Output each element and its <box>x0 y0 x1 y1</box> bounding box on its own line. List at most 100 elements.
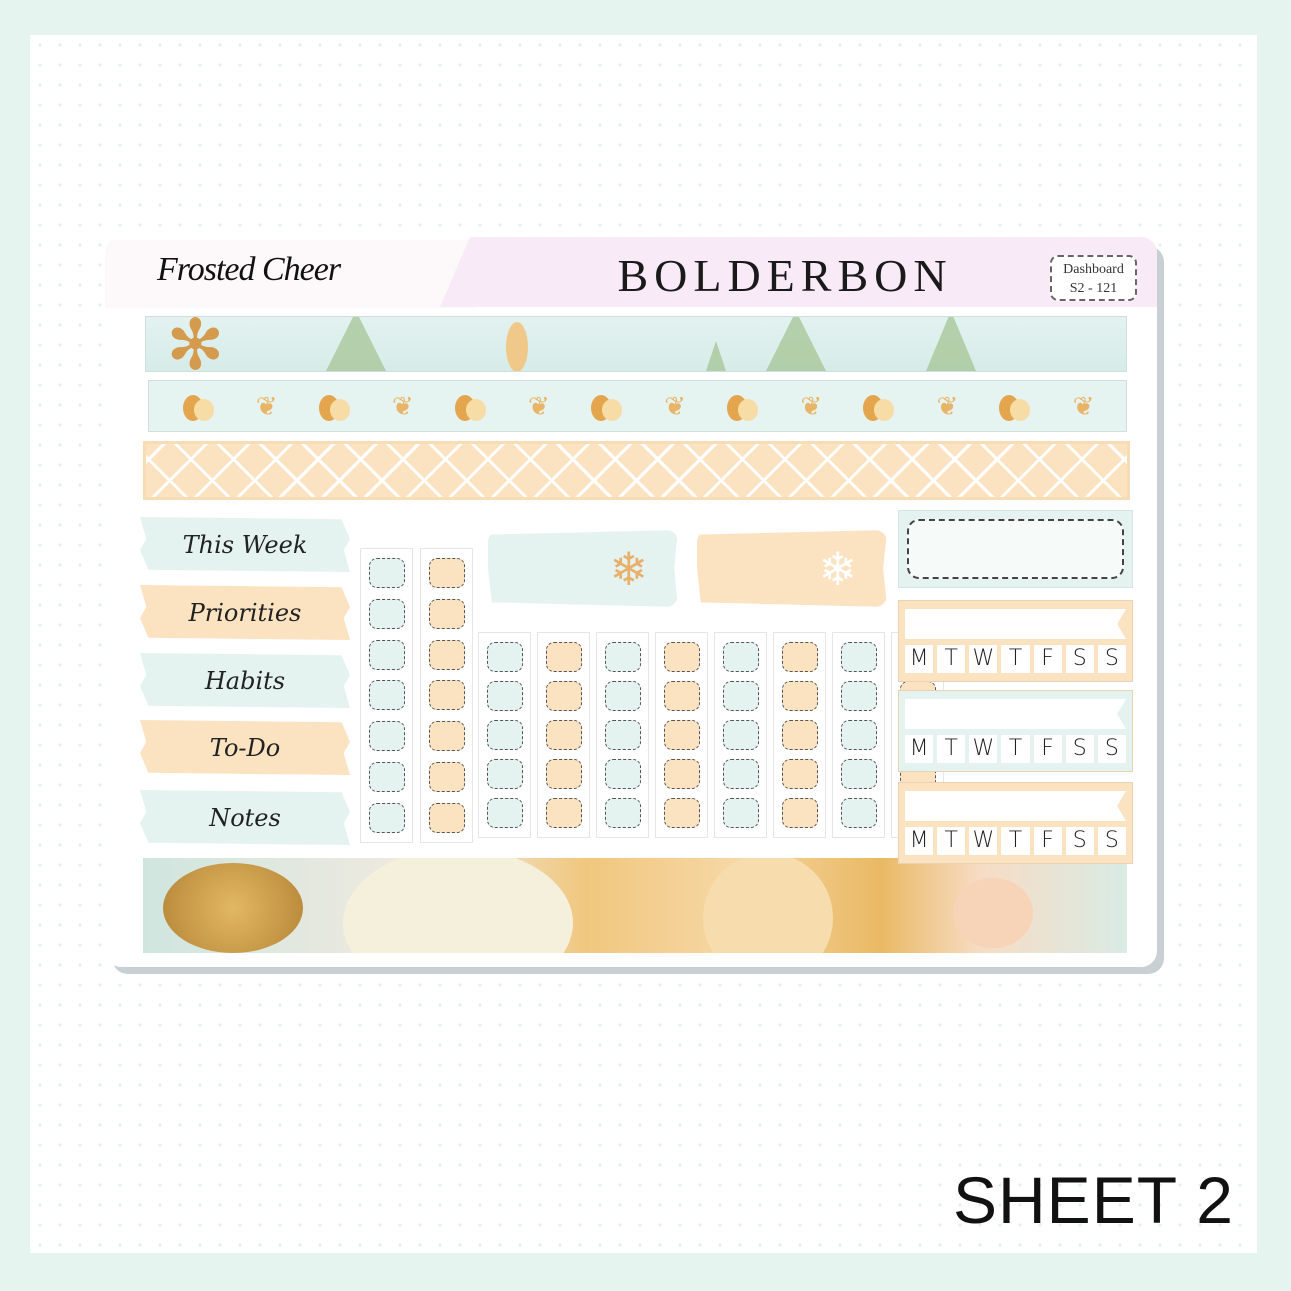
checkbox[interactable] <box>486 641 523 672</box>
pumpkin-icon <box>997 391 1033 421</box>
checkbox-column <box>478 632 531 838</box>
label-notes: Notes <box>140 790 350 845</box>
checkbox[interactable] <box>428 599 465 630</box>
code-line-1: Dashboard <box>1063 262 1124 277</box>
day-cell: F <box>1033 827 1062 855</box>
checkbox-column <box>714 632 767 838</box>
checkbox-column <box>537 632 590 838</box>
day-cell: S <box>1097 735 1126 763</box>
pumpkin-icon <box>725 391 761 421</box>
day-cell: S <box>1065 735 1094 763</box>
checkbox[interactable] <box>604 641 641 672</box>
checkbox[interactable] <box>428 639 465 670</box>
day-cell: M <box>905 735 934 763</box>
checkbox[interactable] <box>840 719 877 750</box>
checkbox[interactable] <box>663 641 700 672</box>
checkbox[interactable] <box>368 761 405 792</box>
checkbox[interactable] <box>722 719 759 750</box>
flower-icon <box>953 878 1033 948</box>
day-cell: S <box>1065 645 1094 673</box>
label-text: To-Do <box>209 733 281 762</box>
checkbox[interactable] <box>368 639 405 670</box>
snowflake-icon: ❄ <box>818 542 857 595</box>
checkbox[interactable] <box>840 798 877 829</box>
checkbox[interactable] <box>781 798 818 829</box>
snowflake-icon: ❄ <box>609 542 648 595</box>
checkbox[interactable] <box>368 558 405 589</box>
day-cell: S <box>1097 645 1126 673</box>
checkbox[interactable] <box>486 798 523 829</box>
checkbox[interactable] <box>781 680 818 711</box>
checkbox[interactable] <box>368 680 405 711</box>
day-cell: M <box>905 645 934 673</box>
checkbox-column <box>420 548 473 843</box>
tracker-title-bar <box>905 791 1126 821</box>
pinecone-icon <box>163 863 303 953</box>
checkbox[interactable] <box>428 802 465 833</box>
checkbox[interactable] <box>545 719 582 750</box>
washi-strip-diamonds <box>143 441 1130 500</box>
checkbox[interactable] <box>722 798 759 829</box>
leaf-icon: ❦ <box>255 390 278 421</box>
checkbox[interactable] <box>663 719 700 750</box>
checkbox[interactable] <box>486 680 523 711</box>
checkbox[interactable] <box>604 719 641 750</box>
checkbox[interactable] <box>368 599 405 630</box>
checkbox[interactable] <box>722 641 759 672</box>
checkbox[interactable] <box>428 761 465 792</box>
day-cell: W <box>969 735 998 763</box>
label-text: This Week <box>182 530 308 559</box>
checkbox[interactable] <box>368 721 405 752</box>
checkbox[interactable] <box>428 680 465 711</box>
product-code: Dashboard S2 - 121 <box>1050 255 1137 301</box>
checkbox[interactable] <box>486 719 523 750</box>
checkbox[interactable] <box>781 719 818 750</box>
checkbox[interactable] <box>663 680 700 711</box>
wheat-icon <box>506 322 528 371</box>
tracker-title-bar <box>905 699 1126 729</box>
checkbox[interactable] <box>840 759 877 790</box>
label-priorities: Priorities <box>140 585 350 640</box>
ornament-icon <box>343 858 573 953</box>
snowflake-icon: ✻ <box>166 316 225 372</box>
checkbox[interactable] <box>663 759 700 790</box>
checkbox[interactable] <box>781 759 818 790</box>
label-this-week: This Week <box>140 517 350 572</box>
code-line-2: S2 - 121 <box>1069 281 1118 296</box>
day-cell: T <box>937 827 966 855</box>
checkbox[interactable] <box>840 680 877 711</box>
checkbox[interactable] <box>545 680 582 711</box>
day-cell: T <box>1001 735 1030 763</box>
label-text: Notes <box>209 803 281 832</box>
leaf-icon: ❦ <box>936 390 959 421</box>
checkbox-column <box>832 632 885 838</box>
label-habits: Habits <box>140 653 350 708</box>
checkbox[interactable] <box>486 759 523 790</box>
checkbox[interactable] <box>428 721 465 752</box>
checkbox[interactable] <box>604 680 641 711</box>
checkbox[interactable] <box>604 798 641 829</box>
checkbox[interactable] <box>840 641 877 672</box>
checkbox[interactable] <box>368 802 405 833</box>
checkbox[interactable] <box>722 759 759 790</box>
tracker-title-bar <box>905 609 1126 639</box>
washi-strip-trees: ✻ <box>145 316 1127 372</box>
checkbox[interactable] <box>781 641 818 672</box>
checkbox[interactable] <box>722 680 759 711</box>
checkbox[interactable] <box>663 798 700 829</box>
label-text: Habits <box>204 666 286 695</box>
checkbox[interactable] <box>545 759 582 790</box>
day-cell: F <box>1033 735 1062 763</box>
leaf-icon: ❦ <box>800 390 823 421</box>
day-cell: W <box>969 827 998 855</box>
leaf-icon: ❦ <box>1072 390 1095 421</box>
checkbox[interactable] <box>428 558 465 589</box>
checkbox[interactable] <box>604 759 641 790</box>
checkbox[interactable] <box>545 641 582 672</box>
checkbox[interactable] <box>545 798 582 829</box>
